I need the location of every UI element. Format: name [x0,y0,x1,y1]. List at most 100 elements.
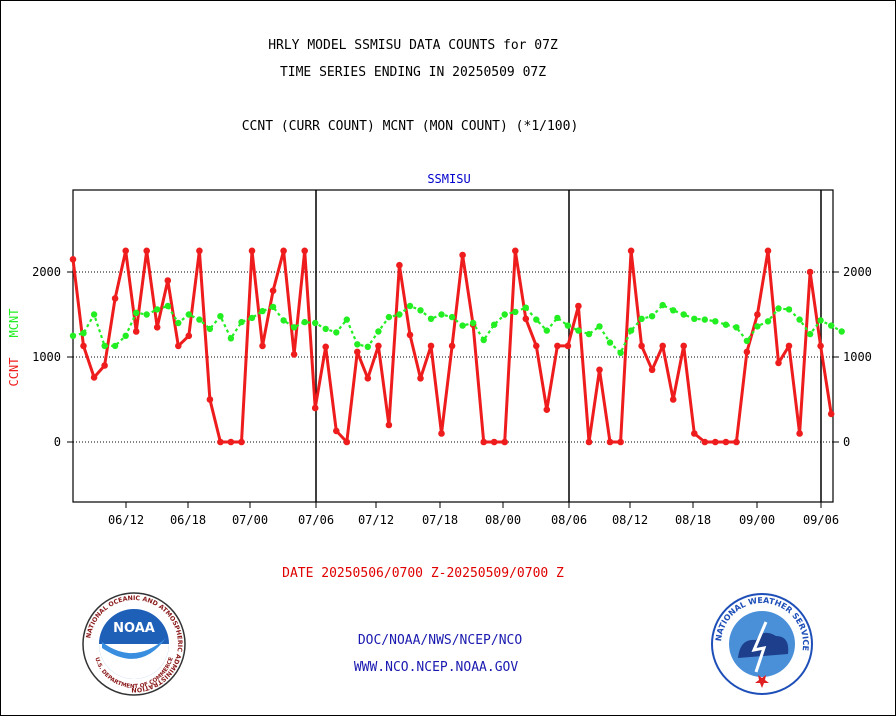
data-point-mcnt [491,321,498,328]
data-point-mcnt [754,323,761,330]
plot-frame [72,189,834,503]
data-point-mcnt [522,304,529,311]
data-point-mcnt [90,311,98,318]
x-tick-label: 08/00 [485,513,521,527]
data-point-ccnt [512,247,519,255]
data-point-mcnt [712,318,719,325]
data-point-ccnt [575,302,582,310]
data-point-ccnt [522,315,530,323]
data-point-ccnt [364,375,372,382]
data-point-ccnt [596,366,603,374]
data-point-mcnt [785,306,793,313]
data-point-mcnt [701,316,708,323]
data-point-ccnt [122,247,129,255]
data-point-ccnt [385,421,393,429]
data-point-ccnt [743,348,751,356]
data-point-mcnt [69,332,77,339]
data-point-mcnt [396,311,403,318]
data-point-mcnt [670,307,677,314]
nws-logo: NATIONAL WEATHER SERVICE [711,593,813,695]
data-point-ccnt [417,375,424,382]
x-tick-label: 06/12 [108,513,144,527]
data-point-ccnt [164,277,172,284]
data-point-mcnt [438,311,445,318]
data-point-ccnt [585,438,593,446]
data-point-ccnt [490,438,498,446]
data-point-mcnt [196,316,203,323]
x-tick-label: 06/18 [170,513,206,527]
data-point-mcnt [775,305,782,312]
series [69,247,845,446]
data-point-ccnt [648,366,656,374]
data-point-ccnt [354,348,361,356]
data-point-mcnt [133,309,140,316]
data-point-mcnt [585,330,593,338]
data-point-mcnt [280,317,287,324]
noaa-logo: NOAA NATIONAL OCEANIC AND ATMOSPHERIC AD… [82,592,186,696]
data-point-mcnt [606,339,614,346]
data-point-mcnt [343,316,350,323]
data-point-ccnt [290,351,298,358]
data-point-ccnt [564,342,572,350]
data-point-ccnt [554,342,561,350]
data-point-ccnt [248,247,256,255]
data-point-ccnt [396,261,403,269]
data-point-mcnt [638,315,645,322]
y-tick-label-right: 0 [843,435,850,449]
data-point-ccnt [185,332,193,340]
data-point-mcnt [480,336,487,344]
tick-labels: 0 0 1000 1000 2000 2000 06/12 06/18 07/00 07/06 07… [32,265,872,527]
x-tick-label: 08/12 [612,513,648,527]
data-point-ccnt [143,247,150,255]
org-website-link[interactable]: WWW.NCO.NCEP.NOAA.GOV [353,660,519,675]
data-point-ccnt [206,396,214,403]
data-point-ccnt [775,359,782,367]
data-point-ccnt [259,342,266,350]
x-tick-label: 07/18 [422,513,458,527]
data-point-ccnt [764,247,772,255]
data-point-mcnt [406,302,414,310]
data-point-ccnt [69,255,77,263]
data-point-mcnt [764,318,772,325]
data-point-mcnt [838,328,845,335]
data-point-mcnt [469,319,477,327]
data-point-mcnt [312,319,319,327]
data-point-ccnt [806,268,814,276]
data-point-ccnt [638,342,645,350]
data-point-ccnt [375,342,382,350]
data-point-mcnt [301,318,308,326]
data-point-ccnt [733,438,740,446]
x-tick-label: 08/18 [675,513,711,527]
x-tick-label: 09/00 [739,513,775,527]
chart-title-line-3: CCNT (CURR COUNT) MCNT (MON COUNT) (*1/1… [241,119,579,134]
org-path-text: DOC/NOAA/NWS/NCEP/NCO [357,633,523,648]
data-point-ccnt [280,247,287,255]
data-point-mcnt [122,332,129,339]
data-point-ccnt [722,438,730,446]
chart-title-line-2: TIME SERIES ENDING IN 20250509 07Z [279,65,547,80]
data-point-ccnt [301,247,309,255]
data-point-mcnt [143,311,150,318]
data-point-ccnt [669,396,677,403]
data-point-ccnt [459,251,466,259]
data-point-ccnt [712,438,719,446]
data-point-mcnt [333,329,340,336]
data-point-mcnt [248,314,256,322]
data-point-ccnt [322,343,330,351]
data-point-mcnt [828,322,835,329]
x-tick-label: 07/06 [298,513,334,527]
x-tick-label: 09/06 [803,513,839,527]
data-point-ccnt [111,295,119,302]
data-point-ccnt [311,404,319,412]
data-point-ccnt [269,287,277,295]
data-point-mcnt [111,342,119,350]
data-point-ccnt [406,331,414,339]
data-point-ccnt [817,342,824,350]
data-point-mcnt [575,327,582,334]
x-tick-label: 07/00 [232,513,268,527]
data-point-ccnt [132,328,140,335]
data-point-mcnt [817,317,824,324]
data-point-mcnt [796,316,803,323]
data-point-mcnt [691,315,698,322]
data-point-mcnt [617,349,624,356]
